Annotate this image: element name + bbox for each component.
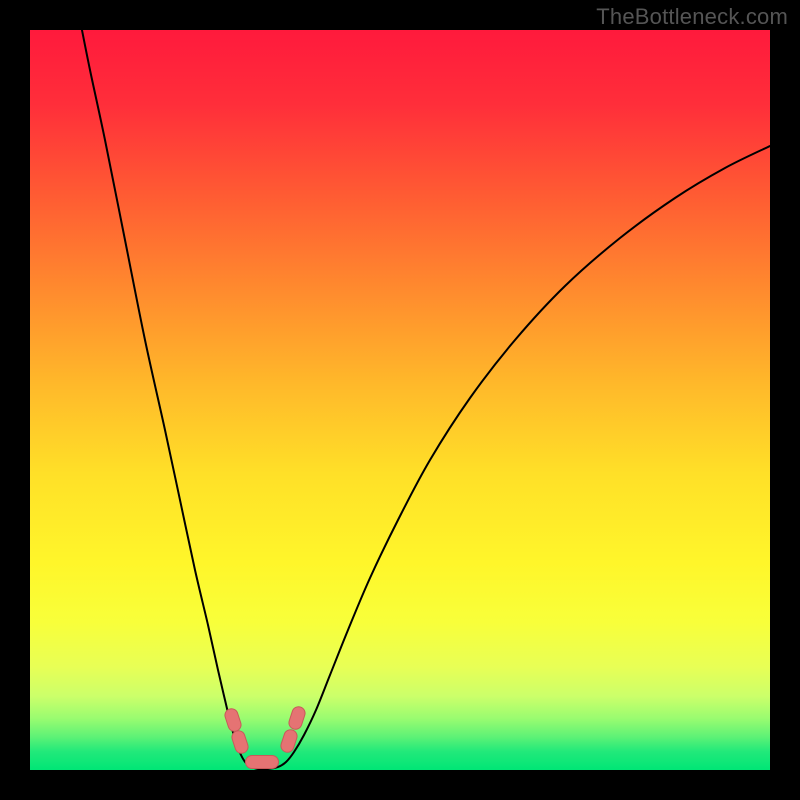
plot-area [30,30,770,770]
watermark-text: TheBottleneck.com [596,4,788,30]
bottleneck-curve [30,30,770,770]
curve-marker-4 [245,755,279,769]
